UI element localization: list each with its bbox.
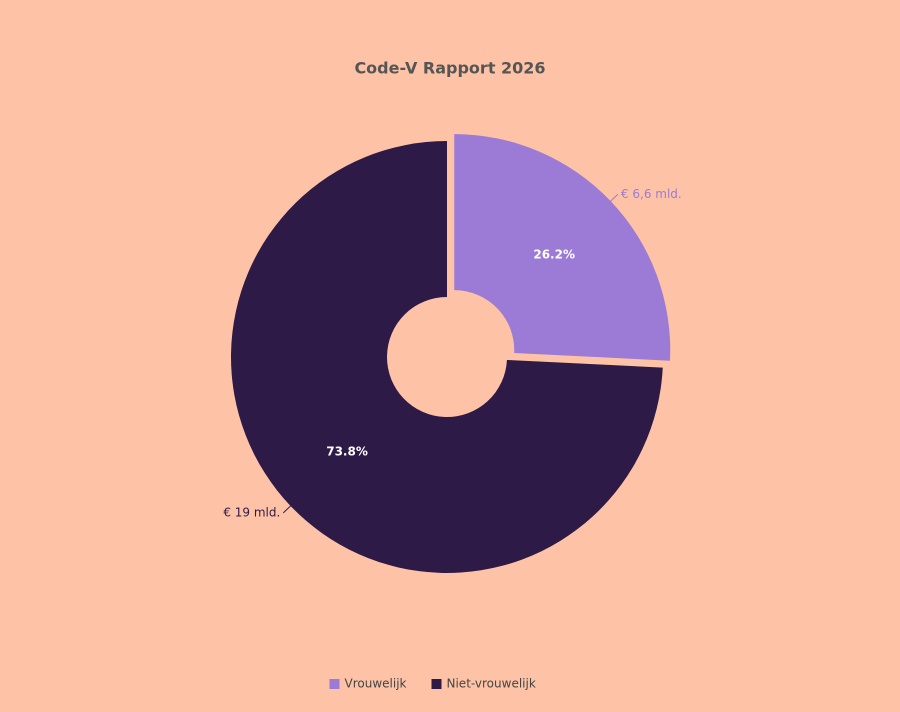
percent-label: 73.8% xyxy=(326,445,368,459)
legend-swatch xyxy=(329,679,340,689)
label-line xyxy=(607,193,619,205)
percent-label: 26.2% xyxy=(533,247,575,261)
slice xyxy=(454,134,671,361)
legend-label: Vrouwelijk xyxy=(345,677,407,691)
label-line xyxy=(282,502,294,514)
legend-label: Niet-vrouwelijk xyxy=(447,677,536,691)
value-label: € 6,6 mld. xyxy=(621,187,682,201)
chart-title: Code-V Rapport 2026 xyxy=(354,59,545,78)
value-label: € 19 mld. xyxy=(223,505,280,519)
slice xyxy=(230,141,663,573)
legend-swatch xyxy=(431,679,442,689)
